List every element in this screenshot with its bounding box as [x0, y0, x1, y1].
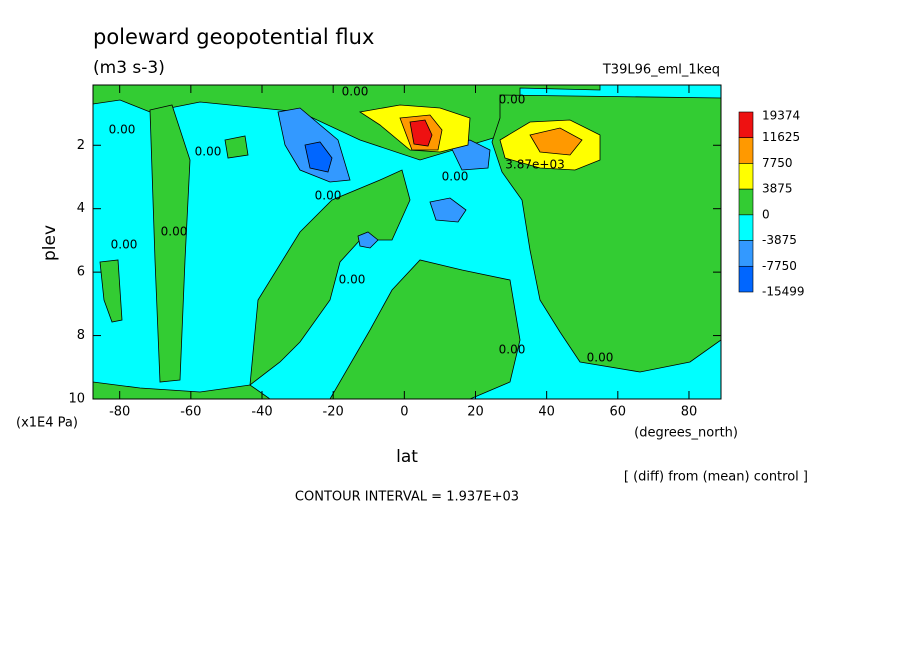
x-tick-label: 40	[538, 405, 555, 420]
contour-label: 0.00	[111, 238, 138, 252]
colorbar-swatch	[738, 265, 754, 293]
colorbar-label: 7750	[762, 156, 793, 170]
y-tick-label: 2	[77, 138, 85, 153]
colorbar-label: 0	[762, 207, 770, 221]
contour-region	[409, 119, 433, 147]
contour-label: 0.00	[109, 123, 136, 137]
contour-interval: CONTOUR INTERVAL = 1.937E+03	[295, 490, 519, 505]
contour-label: 0.00	[339, 273, 366, 287]
x-tick-label: 80	[681, 405, 698, 420]
contour-region	[329, 259, 521, 399]
contour-region	[357, 231, 379, 249]
y-tick-label: 10	[68, 392, 85, 407]
contour-region	[99, 259, 123, 323]
colorbar-swatch	[738, 137, 754, 164]
contour-region	[224, 135, 249, 159]
x-tick-label: 60	[610, 405, 627, 420]
contour-label: 0.00	[342, 85, 369, 99]
chart-title: poleward geopotential flux	[93, 25, 374, 49]
contour-label: 0.00	[587, 351, 614, 365]
contour-label: 0.00	[315, 189, 342, 203]
x-axis-label: lat	[396, 447, 418, 467]
contour-label: 0.00	[161, 225, 188, 239]
colorbar-label: -7750	[762, 259, 797, 273]
contour-label: 0.00	[499, 343, 526, 357]
y-axis-label: plev	[40, 225, 60, 261]
plot-frame	[92, 84, 722, 400]
contour-label: 0.00	[442, 170, 469, 184]
note: [ (diff) from (mean) control ]	[624, 470, 808, 485]
colorbar-label: -3875	[762, 233, 797, 247]
colorbar-label: 3875	[762, 182, 793, 196]
contour-label: 3.87e+03	[505, 158, 564, 172]
y-tick-label: 4	[77, 201, 85, 216]
x-tick-label: -40	[251, 405, 272, 420]
x-tick-label: -60	[180, 405, 201, 420]
contour-region	[249, 169, 411, 386]
x-tick-label: 20	[467, 405, 484, 420]
contour-region	[93, 381, 271, 399]
colorbar-swatch	[738, 111, 754, 139]
colorbar-label: -15499	[762, 285, 805, 299]
contour-region	[529, 127, 583, 156]
colorbar-label: 19374	[762, 109, 800, 123]
colorbar-swatch	[738, 214, 754, 241]
colorbar-swatch	[738, 240, 754, 267]
dataset-label: T39L96_eml_1keq	[602, 63, 720, 78]
x-tick-label: 0	[400, 405, 408, 420]
contour-label: 0.00	[195, 145, 222, 159]
colorbar-label: 11625	[762, 130, 800, 144]
colorbar-swatch	[738, 163, 754, 190]
x-units: (degrees_north)	[634, 426, 738, 441]
x-tick-label: -20	[323, 405, 344, 420]
y-tick-label: 6	[77, 265, 85, 280]
contour-region	[149, 104, 191, 383]
y-units: (x1E4 Pa)	[16, 416, 78, 431]
field: 0.00 0.00 0.00 0.00 0.00 0.00 0.00 0.00 0.00 0.00…	[93, 85, 721, 399]
colorbar-swatch	[738, 188, 754, 216]
contour-region	[429, 197, 467, 223]
chart-subtitle: (m3 s-3)	[93, 58, 165, 78]
x-tick-label: -80	[109, 405, 130, 420]
contour-label: 0.00	[499, 93, 526, 107]
contour-region	[304, 141, 333, 173]
y-tick-label: 8	[77, 328, 85, 343]
